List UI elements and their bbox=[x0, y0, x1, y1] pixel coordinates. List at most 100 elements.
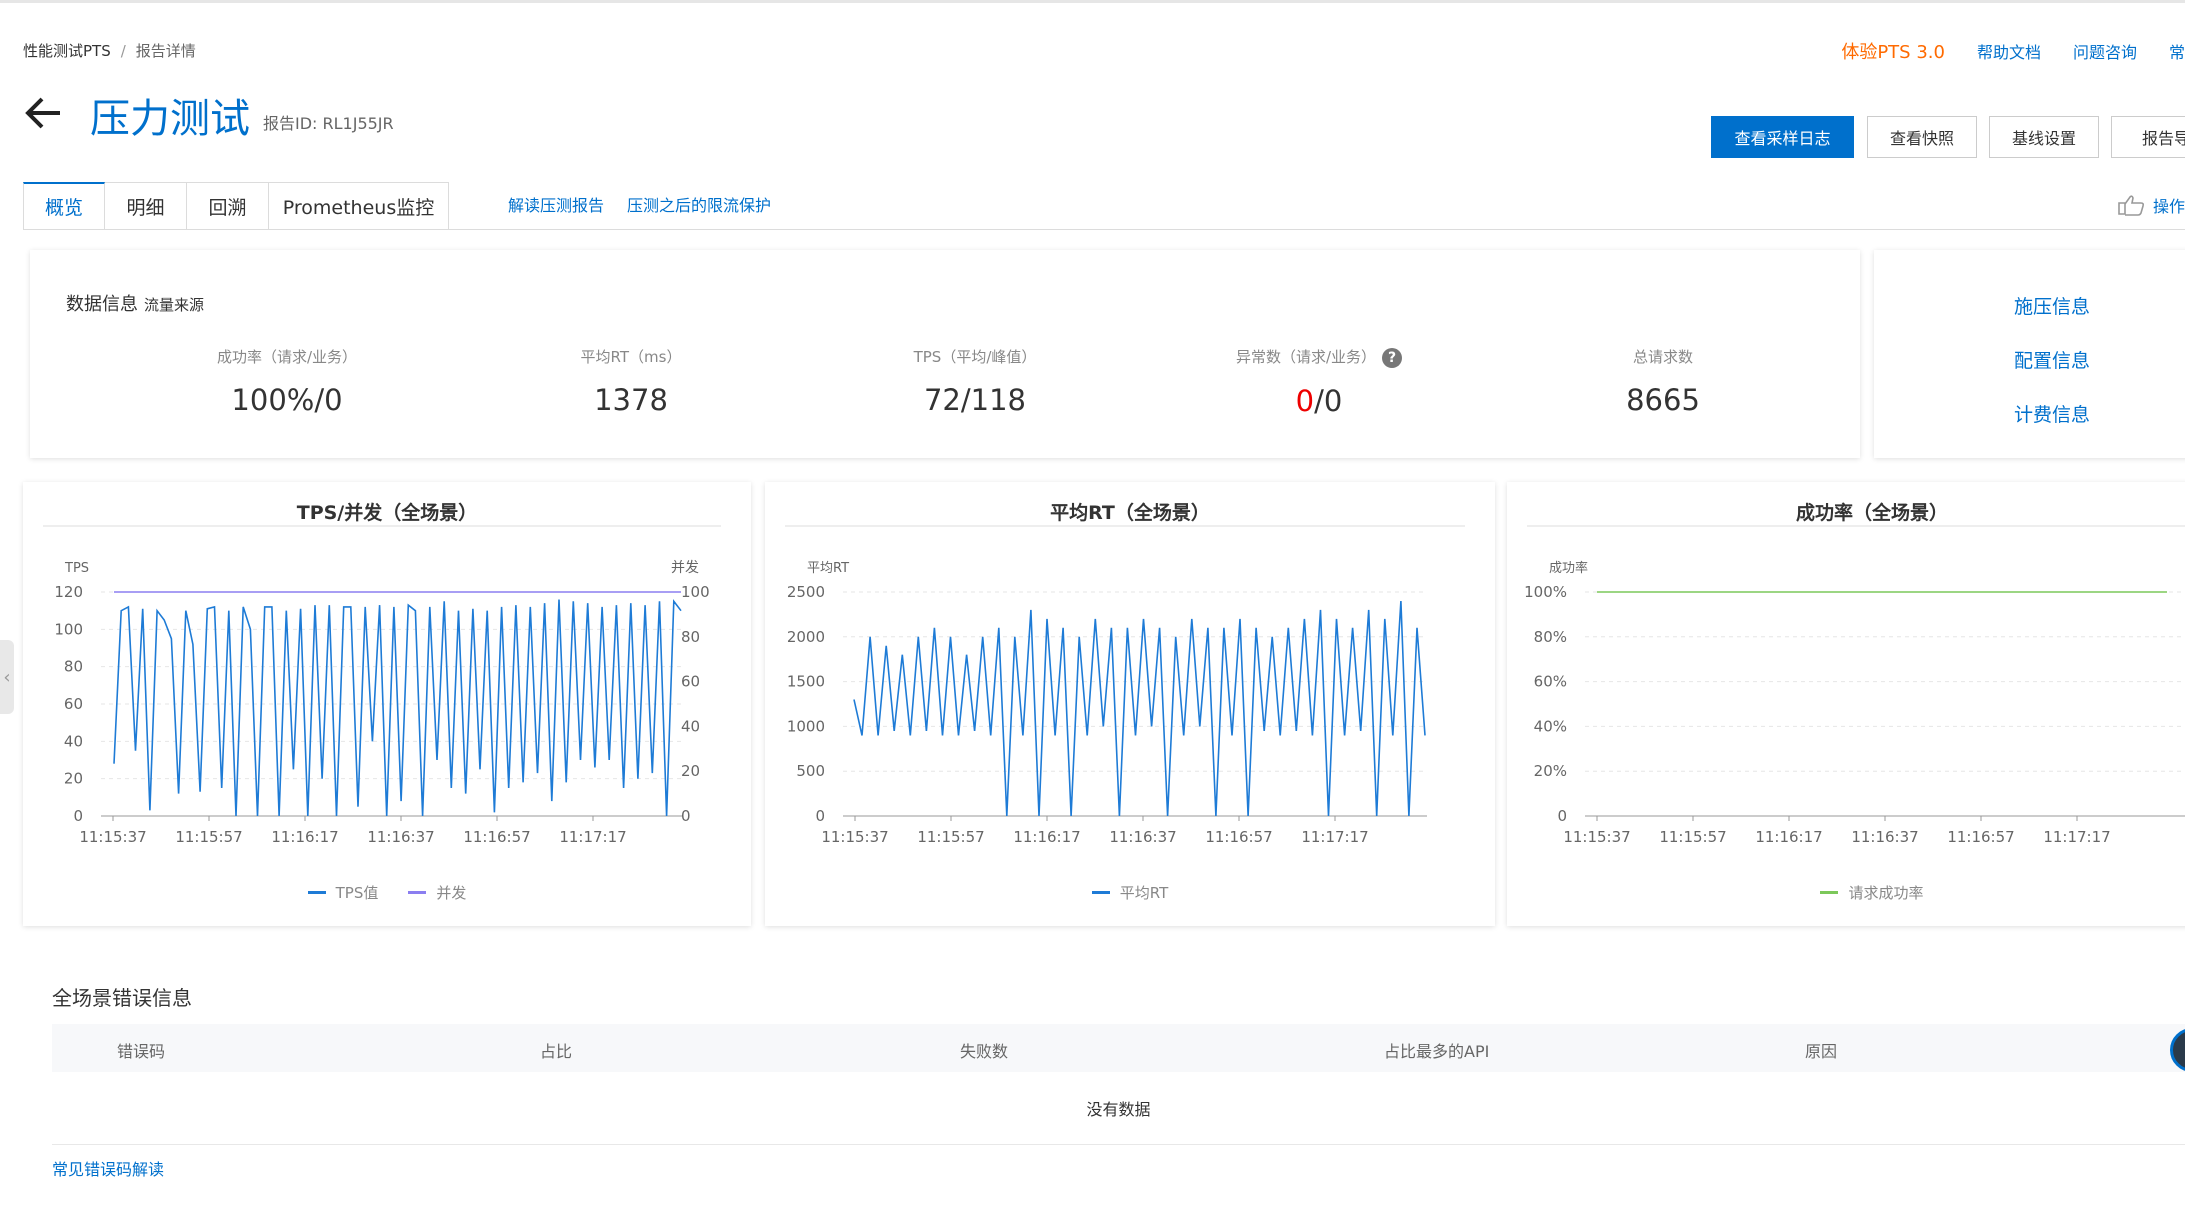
y-tick-label: 80% bbox=[1534, 628, 1567, 646]
x-tick-label: 11:16:57 bbox=[1205, 828, 1272, 846]
metric-label: 总请求数 bbox=[1632, 348, 1693, 366]
operation-guide-label: 操作 bbox=[2152, 197, 2185, 216]
empty-state: 没有数据 bbox=[52, 1072, 2185, 1145]
x-tick-label: 11:15:37 bbox=[821, 828, 888, 846]
view-sample-log-button[interactable]: 查看采样日志 bbox=[1711, 116, 1854, 158]
breadcrumb-current: 报告详情 bbox=[135, 42, 196, 60]
back-arrow-icon[interactable] bbox=[22, 90, 64, 136]
series-line-0 bbox=[853, 600, 1426, 817]
try-pts3-link[interactable]: 体验PTS 3.0 bbox=[1841, 42, 1945, 63]
metric-value: 72/118 bbox=[923, 383, 1027, 417]
x-tick-label: 11:16:37 bbox=[1851, 828, 1918, 846]
column-header: 错误码 bbox=[117, 1042, 166, 1061]
tab-prometheus[interactable]: Prometheus监控 bbox=[269, 182, 449, 230]
y-tick-label: 1000 bbox=[787, 717, 825, 735]
collapse-handle[interactable]: ‹ bbox=[0, 640, 14, 714]
baseline-settings-button[interactable]: 基线设置 bbox=[1989, 116, 2099, 158]
metric-value: 1378 bbox=[594, 383, 668, 417]
y-axis-label: 平均RT bbox=[807, 561, 849, 576]
y-axis-label: 成功率 bbox=[1549, 560, 1588, 576]
exception-request-count: 0 bbox=[1295, 383, 1315, 418]
top-divider bbox=[0, 0, 2185, 3]
error-code-guide-link[interactable]: 常见错误码解读 bbox=[52, 1160, 165, 1179]
y2-tick-label: 60 bbox=[681, 673, 700, 691]
ask-question-link[interactable]: 问题咨询 bbox=[2072, 43, 2137, 62]
metric-label: 异常数（请求/业务）? bbox=[1179, 346, 1459, 368]
y-tick-label: 1500 bbox=[787, 673, 825, 691]
help-icon[interactable]: ? bbox=[1382, 347, 1403, 368]
x-tick-label: 11:16:57 bbox=[1947, 828, 2014, 846]
x-tick-label: 11:15:57 bbox=[917, 828, 984, 846]
rate-limit-protection-link[interactable]: 压测之后的限流保护 bbox=[627, 196, 772, 215]
y-tick-label: 40 bbox=[64, 732, 83, 750]
y-tick-label: 80 bbox=[64, 658, 83, 676]
view-snapshot-button[interactable]: 查看快照 bbox=[1867, 116, 1977, 158]
metric-label: 成功率（请求/业务） bbox=[216, 348, 358, 366]
legend-label: 平均RT bbox=[1119, 884, 1169, 902]
metric-success-rate: 成功率（请求/业务） 100%/0 bbox=[147, 346, 427, 417]
metric-value: 100%/0 bbox=[231, 383, 343, 417]
tab-bar: 概览 明细 回溯 Prometheus监控 bbox=[23, 182, 449, 230]
x-tick-label: 11:17:17 bbox=[1301, 828, 1368, 846]
y-tick-label: 0 bbox=[1557, 807, 1567, 825]
config-info-link[interactable]: 配置信息 bbox=[2014, 350, 2091, 372]
billing-info-link[interactable]: 计费信息 bbox=[2014, 404, 2091, 426]
tab-overview[interactable]: 概览 bbox=[23, 182, 105, 230]
x-tick-label: 11:17:17 bbox=[2043, 828, 2110, 846]
metric-tps: TPS（平均/峰值） 72/118 bbox=[835, 346, 1115, 417]
chart-legend: 请求成功率 bbox=[1507, 882, 2185, 903]
y2-tick-label: 0 bbox=[681, 807, 691, 825]
y-tick-label: 60 bbox=[64, 695, 83, 713]
x-tick-label: 11:15:37 bbox=[79, 828, 146, 846]
tab-detail[interactable]: 明细 bbox=[105, 182, 187, 230]
x-tick-label: 11:16:17 bbox=[271, 828, 338, 846]
load-info-link[interactable]: 施压信息 bbox=[2014, 296, 2091, 318]
y2-tick-label: 40 bbox=[681, 717, 700, 735]
tps-concurrency-chart: TPS 120 100 80 60 40 20 0 11:15:37 11:15:57 11:16:… bbox=[43, 525, 721, 846]
tab-backtrack[interactable]: 回溯 bbox=[187, 182, 269, 230]
avg-rt-chart-card: 平均RT（全场景） 平均RT 2500 2000 1500 1000 500 0 11:15:… bbox=[765, 482, 1495, 926]
y2-tick-label: 100 bbox=[681, 583, 710, 601]
chart-title: TPS/并发（全场景） bbox=[296, 502, 478, 524]
legend-item[interactable]: 并发 bbox=[408, 882, 466, 903]
legend-item[interactable]: 平均RT bbox=[1091, 882, 1169, 903]
legend-item[interactable]: TPS值 bbox=[307, 882, 378, 903]
y-tick-label: 0 bbox=[73, 807, 83, 825]
chart-title: 平均RT（全场景） bbox=[1050, 502, 1210, 524]
y2-tick-label: 20 bbox=[681, 762, 700, 780]
report-export-button[interactable]: 报告导 bbox=[2111, 116, 2185, 158]
y-tick-label: 40% bbox=[1534, 717, 1567, 735]
traffic-source-link[interactable]: 流量来源 bbox=[144, 296, 205, 314]
chart-legend: TPS值 并发 bbox=[23, 882, 751, 903]
help-docs-link[interactable]: 帮助文档 bbox=[1976, 43, 2041, 62]
x-tick-label: 11:16:17 bbox=[1755, 828, 1822, 846]
x-tick-label: 11:15:57 bbox=[175, 828, 242, 846]
success-rate-chart: 成功率 100% 80% 60% 40% 20% 0 11:15:37 11:15:57 11:1… bbox=[1524, 525, 2185, 846]
legend-swatch bbox=[1091, 891, 1110, 894]
chart-legend: 平均RT bbox=[765, 882, 1495, 903]
x-tick-label: 11:16:37 bbox=[367, 828, 434, 846]
x-tick-label: 11:15:37 bbox=[1563, 828, 1630, 846]
breadcrumb-separator: / bbox=[120, 42, 126, 60]
metric-total-requests: 总请求数 8665 bbox=[1523, 346, 1803, 417]
legend-label: 并发 bbox=[436, 884, 467, 902]
legend-swatch bbox=[408, 891, 427, 894]
legend-item[interactable]: 请求成功率 bbox=[1820, 882, 1924, 903]
success-rate-chart-card: 成功率（全场景） 成功率 100% 80% 60% 40% 20% 0 11:15:37 11:… bbox=[1507, 482, 2185, 926]
legend-label: 请求成功率 bbox=[1848, 884, 1924, 902]
page-title: 压力测试 bbox=[90, 96, 250, 142]
metric-label-text: 异常数（请求/业务） bbox=[1235, 348, 1377, 366]
x-tick-label: 11:15:57 bbox=[1659, 828, 1726, 846]
tab-divider bbox=[23, 229, 2185, 230]
operation-guide[interactable]: 操作 bbox=[2117, 193, 2185, 217]
y-axis-label: TPS bbox=[64, 561, 89, 576]
y-tick-label: 60% bbox=[1534, 673, 1567, 691]
interpret-report-link[interactable]: 解读压测报告 bbox=[508, 196, 605, 215]
more-link[interactable]: 常 bbox=[2168, 43, 2185, 62]
data-info-heading: 数据信息 bbox=[66, 294, 138, 315]
tps-concurrency-chart-card: TPS/并发（全场景） TPS 120 100 80 60 40 20 0 11:15:37 11… bbox=[23, 482, 751, 926]
avg-rt-chart: 平均RT 2500 2000 1500 1000 500 0 11:15:37 11:15:57… bbox=[785, 525, 1465, 846]
pointing-hand-icon bbox=[2118, 195, 2145, 216]
x-tick-label: 11:16:17 bbox=[1013, 828, 1080, 846]
breadcrumb-root[interactable]: 性能测试PTS bbox=[23, 42, 111, 60]
